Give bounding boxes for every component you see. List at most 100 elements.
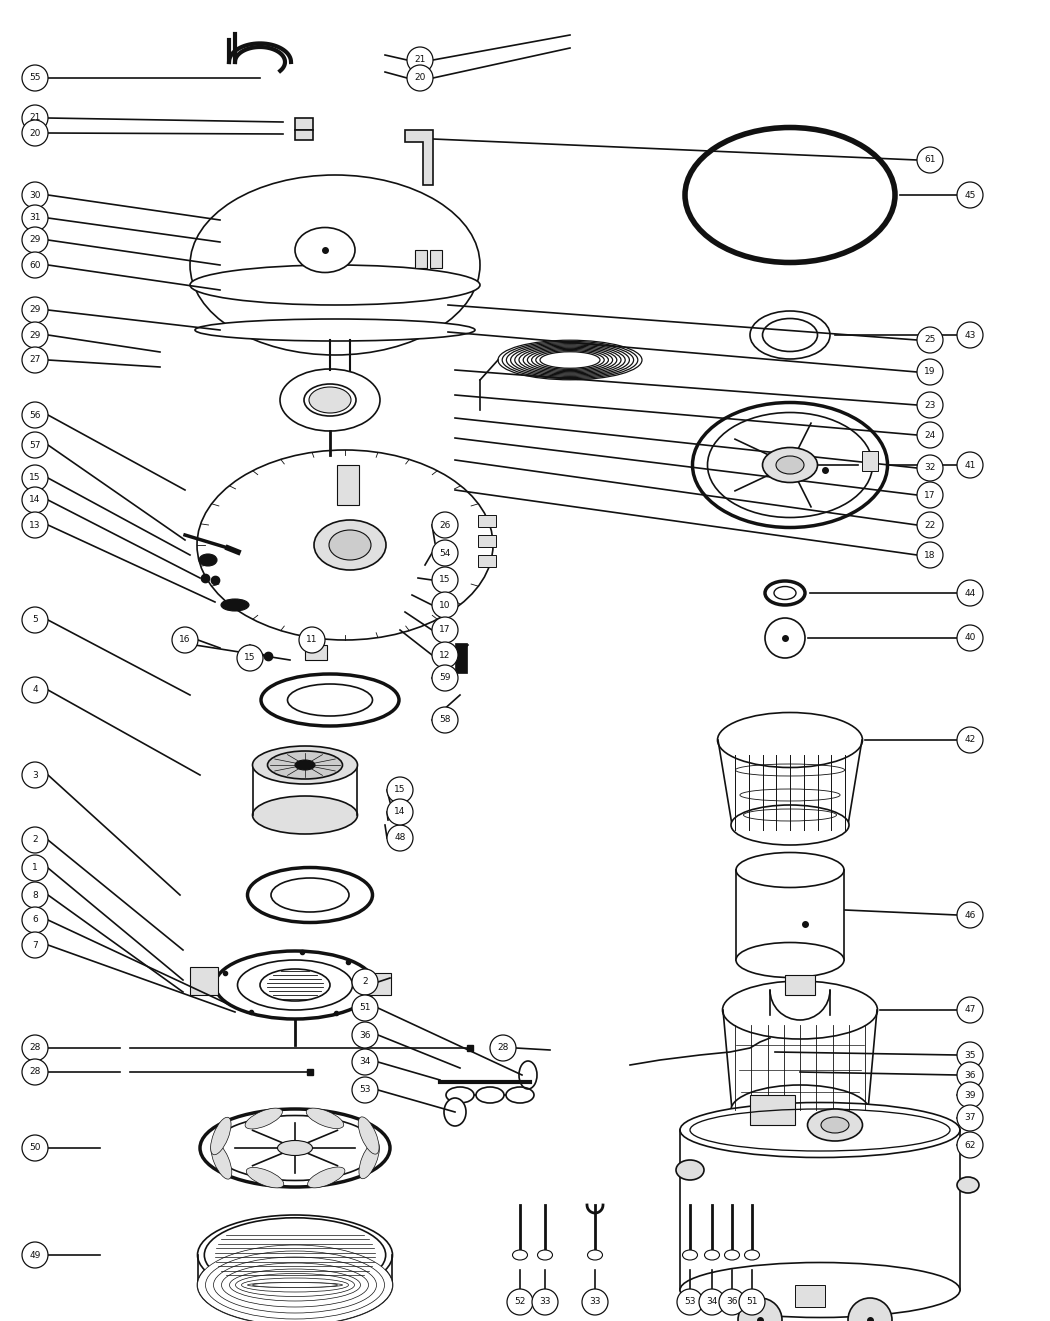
Text: 57: 57 (29, 440, 41, 449)
Text: 36: 36 (727, 1297, 738, 1306)
Circle shape (532, 1289, 558, 1314)
Text: 11: 11 (307, 635, 318, 645)
Circle shape (407, 65, 433, 91)
Circle shape (352, 1022, 378, 1048)
Text: 55: 55 (29, 74, 41, 82)
Circle shape (957, 625, 983, 651)
Polygon shape (405, 129, 433, 185)
Text: 53: 53 (359, 1086, 371, 1095)
Ellipse shape (680, 1263, 960, 1317)
Text: 59: 59 (439, 674, 450, 683)
Text: 17: 17 (439, 626, 450, 634)
Circle shape (719, 1289, 745, 1314)
Text: 12: 12 (439, 650, 450, 659)
Text: 32: 32 (924, 464, 936, 473)
Ellipse shape (676, 1160, 704, 1180)
Ellipse shape (821, 1118, 849, 1133)
Circle shape (432, 592, 458, 618)
Text: 29: 29 (29, 330, 41, 339)
Text: 23: 23 (924, 400, 936, 410)
Circle shape (22, 432, 48, 458)
Ellipse shape (260, 970, 330, 1001)
Bar (304, 645, 327, 660)
Circle shape (299, 627, 326, 653)
Circle shape (22, 855, 48, 881)
Text: 16: 16 (180, 635, 191, 645)
Ellipse shape (736, 852, 844, 888)
Circle shape (22, 1059, 48, 1085)
Text: 20: 20 (29, 128, 41, 137)
Text: 2: 2 (33, 835, 38, 844)
Text: 51: 51 (747, 1297, 758, 1306)
Circle shape (699, 1289, 724, 1314)
Ellipse shape (247, 1168, 284, 1188)
Circle shape (957, 182, 983, 207)
Circle shape (957, 1042, 983, 1067)
Bar (415, 250, 427, 268)
Circle shape (917, 147, 943, 173)
Text: 28: 28 (498, 1044, 508, 1053)
Circle shape (957, 1062, 983, 1089)
Circle shape (917, 392, 943, 417)
Text: 15: 15 (439, 576, 450, 584)
Ellipse shape (693, 403, 887, 527)
Text: 7: 7 (33, 941, 38, 950)
Ellipse shape (329, 530, 371, 560)
Circle shape (22, 252, 48, 277)
Circle shape (22, 104, 48, 131)
Ellipse shape (271, 878, 349, 911)
Ellipse shape (446, 1087, 474, 1103)
Circle shape (957, 322, 983, 347)
Circle shape (582, 1289, 608, 1314)
Text: 10: 10 (439, 601, 450, 609)
Ellipse shape (307, 1108, 343, 1128)
Ellipse shape (261, 674, 399, 727)
Circle shape (507, 1289, 533, 1314)
Ellipse shape (776, 456, 804, 474)
Text: 60: 60 (29, 260, 41, 269)
Text: 17: 17 (924, 490, 936, 499)
Circle shape (22, 908, 48, 933)
Text: 46: 46 (964, 910, 975, 919)
Circle shape (387, 777, 413, 803)
Text: 27: 27 (29, 355, 41, 365)
Circle shape (738, 1299, 782, 1321)
Circle shape (22, 1242, 48, 1268)
Ellipse shape (230, 1269, 360, 1301)
Circle shape (22, 322, 48, 347)
Circle shape (917, 328, 943, 353)
Ellipse shape (682, 1250, 697, 1260)
Circle shape (432, 642, 458, 668)
Circle shape (917, 513, 943, 538)
Text: 56: 56 (29, 411, 41, 420)
Ellipse shape (588, 1250, 603, 1260)
Ellipse shape (237, 960, 353, 1011)
Circle shape (432, 540, 458, 565)
Bar (295, 118, 313, 129)
Ellipse shape (195, 318, 475, 341)
Ellipse shape (308, 1166, 344, 1188)
Circle shape (917, 482, 943, 509)
Circle shape (22, 182, 48, 207)
Ellipse shape (190, 174, 480, 355)
Ellipse shape (235, 1273, 355, 1296)
Text: 36: 36 (964, 1070, 975, 1079)
Text: 54: 54 (439, 548, 450, 557)
Text: 42: 42 (964, 736, 975, 745)
Circle shape (432, 664, 458, 691)
Text: 43: 43 (964, 330, 975, 339)
Circle shape (490, 1034, 516, 1061)
Text: 28: 28 (29, 1067, 41, 1077)
Circle shape (22, 1034, 48, 1061)
Bar (190, 967, 218, 995)
Ellipse shape (212, 1115, 378, 1181)
Ellipse shape (288, 684, 373, 716)
Ellipse shape (268, 752, 342, 779)
Circle shape (22, 933, 48, 958)
Bar (795, 1285, 825, 1306)
Ellipse shape (220, 598, 249, 612)
Circle shape (957, 727, 983, 753)
Text: 20: 20 (415, 74, 425, 82)
Ellipse shape (215, 951, 375, 1018)
Text: 18: 18 (924, 551, 936, 560)
